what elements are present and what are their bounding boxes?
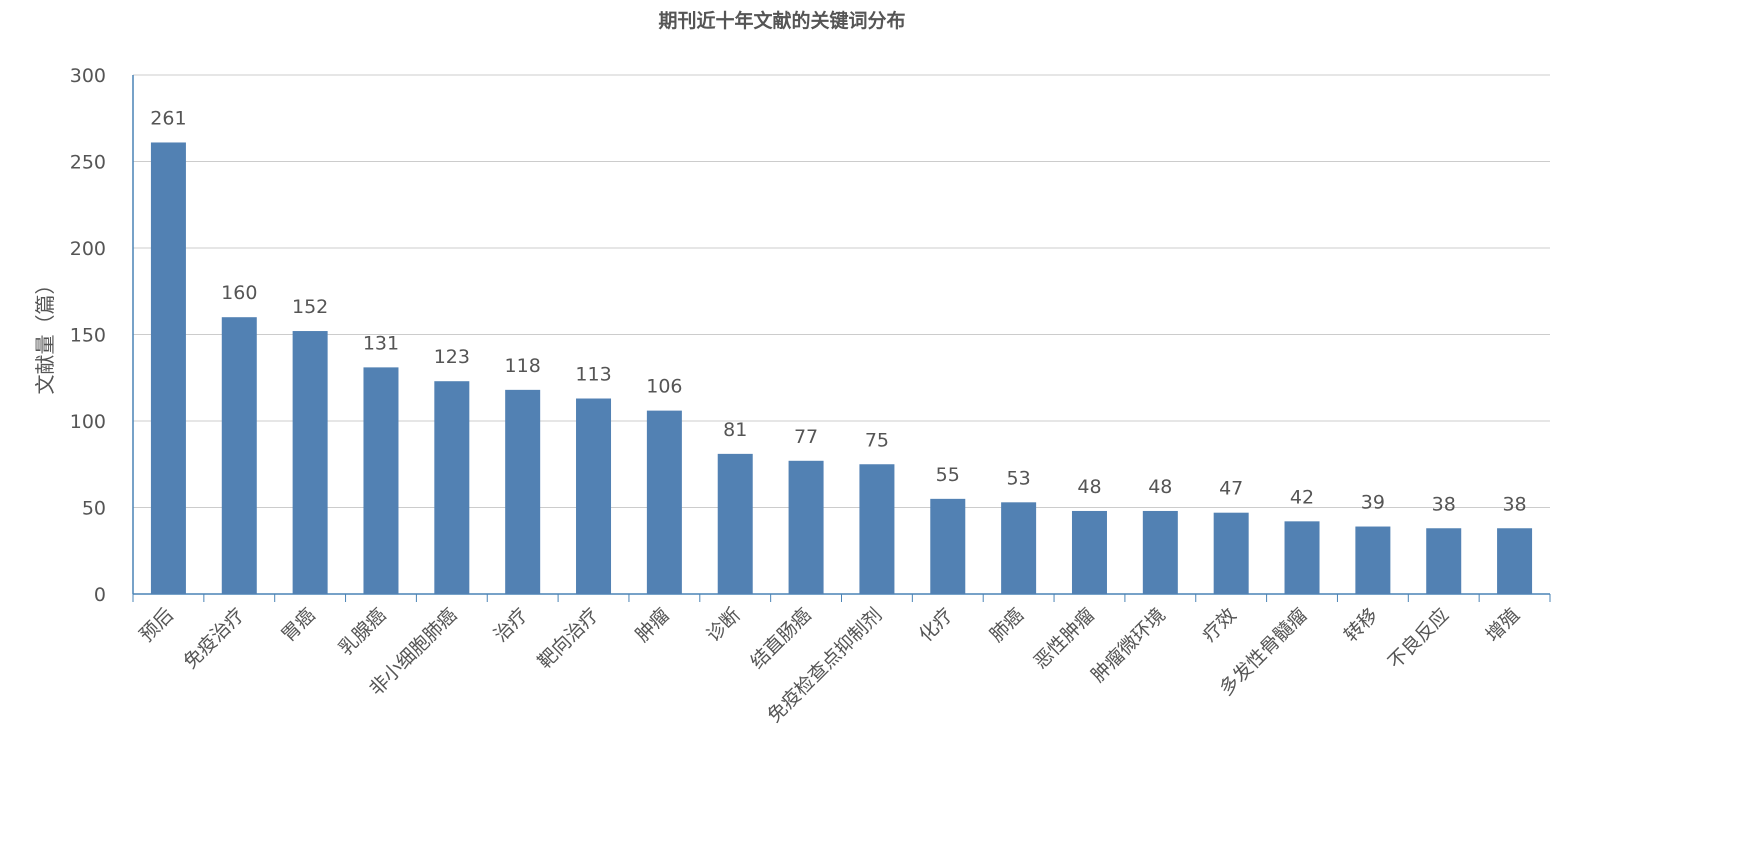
data-label: 77 [794,426,818,448]
bar [1497,528,1533,594]
x-tick-label: 增殖 [1482,604,1524,646]
bar [1213,512,1249,594]
bar [1284,521,1320,594]
data-label: 152 [292,296,328,318]
data-label: 42 [1290,486,1314,508]
data-label: 48 [1148,476,1172,498]
data-label: 48 [1077,476,1101,498]
bar [1142,510,1178,594]
data-label: 55 [936,464,960,486]
bar [1426,528,1462,594]
y-tick-label: 150 [70,325,106,347]
x-tick-label: 免疫治疗 [180,604,249,673]
bar [788,460,824,594]
bar [1001,502,1037,594]
data-label: 261 [150,107,186,129]
data-label: 38 [1432,493,1456,515]
x-tick-label: 肿瘤微环境 [1087,604,1170,687]
bar [576,398,612,594]
data-label: 118 [505,355,541,377]
data-label: 39 [1361,492,1385,514]
data-label: 106 [646,376,682,398]
y-tick-label: 50 [82,498,106,520]
x-tick-label: 恶性肿瘤 [1030,604,1099,673]
x-tick-label: 预后 [136,604,178,646]
x-tick-label: 结直肠癌 [746,604,815,673]
bar [150,142,186,594]
chart-title: 期刊近十年文献的关键词分布 [658,10,906,32]
y-tick-label: 0 [94,584,106,606]
data-label: 47 [1219,478,1243,500]
x-tick-label: 转移 [1340,604,1382,646]
bar [221,317,257,594]
data-label: 38 [1502,493,1526,515]
x-tick-label: 靶向治疗 [534,604,603,673]
bar [646,410,682,594]
x-tick-label: 胃癌 [277,604,319,646]
bar [505,389,541,594]
x-tick-label: 肺癌 [986,604,1028,646]
bar [1071,510,1107,594]
data-label: 81 [723,419,747,441]
x-tick-label: 疗效 [1198,604,1240,646]
bar [859,464,895,594]
x-tick-label: 不良反应 [1384,604,1453,673]
y-tick-label: 200 [70,238,106,260]
bar [292,331,328,594]
y-tick-label: 250 [70,152,106,174]
y-tick-label: 100 [70,411,106,433]
data-label: 53 [1007,467,1031,489]
x-tick-label: 诊断 [702,604,744,646]
y-axis-title: 文献量（篇） [33,275,57,395]
bar [1355,526,1391,594]
data-label: 123 [434,346,470,368]
data-label: 131 [363,332,399,354]
x-tick-label: 肿瘤 [631,604,673,646]
bar [717,453,753,594]
bar [930,498,966,594]
x-tick-label: 乳腺癌 [335,604,391,660]
bar [363,367,399,594]
x-tick-label: 治疗 [490,604,532,646]
bar [434,381,470,594]
x-tick-label: 化疗 [915,604,957,646]
y-tick-label: 300 [70,65,106,87]
data-label: 160 [221,282,257,304]
data-label: 75 [865,429,889,451]
data-label: 113 [575,364,611,386]
